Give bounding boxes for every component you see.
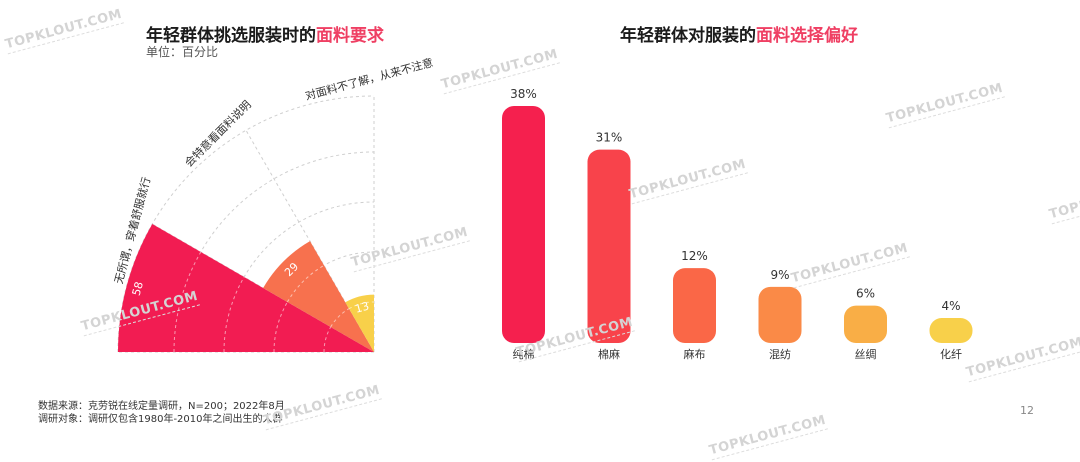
footer-source: 数据来源：克劳锐在线定量调研，N=200；2022年8月 — [38, 401, 285, 412]
rose-category-label: 会特意看面料说明 — [182, 97, 254, 169]
rose-slice — [263, 241, 374, 352]
bar — [502, 106, 545, 343]
bar-category-label: 混纺 — [769, 347, 791, 361]
bar — [758, 286, 802, 343]
rose-slice — [345, 294, 374, 352]
rose-slice — [118, 224, 374, 352]
bar — [587, 149, 631, 343]
bar-category-label: 纯棉 — [513, 347, 535, 361]
bar-category-label: 化纤 — [940, 347, 962, 361]
rose-slice-ring — [348, 301, 375, 310]
left-chart-unit: 单位：百分比 — [146, 45, 219, 59]
rose-slice-ring — [330, 308, 350, 328]
rose-slice-ring — [286, 264, 325, 303]
bar-value-label: 12% — [681, 249, 708, 263]
rose-slice-ring — [323, 326, 332, 353]
bar-value-label: 4% — [941, 299, 960, 313]
right-chart-title: 年轻群体对服装的面料选择偏好 — [620, 26, 858, 46]
bar-value-label: 6% — [856, 287, 875, 301]
rose-value-label: 13 — [354, 300, 371, 316]
page-number: 12 — [1020, 404, 1034, 417]
bar — [844, 305, 887, 343]
bar-value-label: 31% — [596, 131, 623, 145]
footer-subject: 调研对象：调研仅包含1980年-2010年之间出生的人群 — [38, 414, 283, 425]
bar-value-label: 9% — [770, 268, 789, 282]
rose-grid-arc — [117, 95, 375, 353]
rose-value-label: 58 — [130, 280, 146, 297]
bar — [929, 318, 973, 343]
left-chart-title: 年轻群体挑选服装时的面料要求 — [146, 26, 384, 46]
bar — [673, 268, 716, 343]
bar-category-label: 麻布 — [684, 347, 706, 361]
rose-slice-ring — [223, 276, 245, 353]
footer-notes: 数据来源：克劳锐在线定量调研，N=200；2022年8月 调研对象：调研仅包含1… — [38, 400, 285, 426]
rose-slice-ring — [273, 301, 288, 353]
bar-category-label: 棉麻 — [598, 347, 620, 361]
bar-category-label: 丝绸 — [855, 347, 877, 361]
bar-value-label: 38% — [510, 87, 537, 101]
